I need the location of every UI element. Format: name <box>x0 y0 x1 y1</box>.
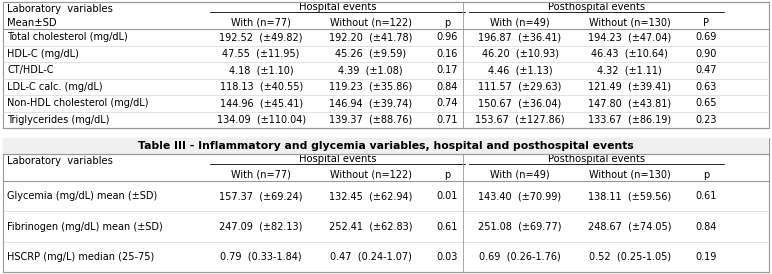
Bar <box>3 2 769 128</box>
Text: LDL-C calc. (mg/dL): LDL-C calc. (mg/dL) <box>7 82 103 92</box>
Text: 0.90: 0.90 <box>696 49 717 59</box>
Text: 0.16: 0.16 <box>437 49 458 59</box>
Text: 0.63: 0.63 <box>696 82 717 92</box>
Text: 45.26  (±9.59): 45.26 (±9.59) <box>335 49 406 59</box>
Text: 0.74: 0.74 <box>436 98 458 108</box>
Text: 247.09  (±82.13): 247.09 (±82.13) <box>219 221 303 232</box>
Text: Laboratory  variables: Laboratory variables <box>7 4 113 14</box>
Text: 0.61: 0.61 <box>437 221 458 232</box>
Text: Without (n=122): Without (n=122) <box>330 170 411 179</box>
Text: With (n=77): With (n=77) <box>231 170 291 179</box>
Text: 119.23  (±35.86): 119.23 (±35.86) <box>329 82 412 92</box>
Text: 118.13  (±40.55): 118.13 (±40.55) <box>219 82 303 92</box>
Text: 0.84: 0.84 <box>437 82 458 92</box>
Text: Without (n=130): Without (n=130) <box>589 18 670 27</box>
Text: Without (n=130): Without (n=130) <box>589 170 670 179</box>
Text: 251.08  (±69.77): 251.08 (±69.77) <box>479 221 562 232</box>
Text: 4.46  (±1.13): 4.46 (±1.13) <box>488 65 552 75</box>
Text: 133.67  (±86.19): 133.67 (±86.19) <box>588 115 671 125</box>
Text: With (n=77): With (n=77) <box>231 18 291 27</box>
Text: HDL-C (mg/dL): HDL-C (mg/dL) <box>7 49 79 59</box>
Text: 194.23  (±47.04): 194.23 (±47.04) <box>588 32 671 42</box>
Text: CT/HDL-C: CT/HDL-C <box>7 65 53 75</box>
Text: With (n=49): With (n=49) <box>490 18 550 27</box>
Text: 248.67  (±74.05): 248.67 (±74.05) <box>587 221 672 232</box>
Text: Without (n=122): Without (n=122) <box>330 18 411 27</box>
Text: 4.39  (±1.08): 4.39 (±1.08) <box>338 65 403 75</box>
Text: Posthospital events: Posthospital events <box>548 155 645 164</box>
Text: 0.84: 0.84 <box>696 221 717 232</box>
Text: 192.20  (±41.78): 192.20 (±41.78) <box>329 32 412 42</box>
Text: Glycemia (mg/dL) mean (±SD): Glycemia (mg/dL) mean (±SD) <box>7 191 157 201</box>
Text: Total cholesterol (mg/dL): Total cholesterol (mg/dL) <box>7 32 127 42</box>
Text: 252.41  (±62.83): 252.41 (±62.83) <box>329 221 412 232</box>
Text: 132.45  (±62.94): 132.45 (±62.94) <box>329 191 412 201</box>
Text: 4.32  (±1.11): 4.32 (±1.11) <box>598 65 662 75</box>
Text: 0.01: 0.01 <box>437 191 458 201</box>
Text: 0.96: 0.96 <box>437 32 458 42</box>
Text: 192.52  (±49.82): 192.52 (±49.82) <box>219 32 303 42</box>
Text: 143.40  (±70.99): 143.40 (±70.99) <box>479 191 561 201</box>
Text: Table III - Inflammatory and glycemia variables, hospital and posthospital event: Table III - Inflammatory and glycemia va… <box>138 141 634 151</box>
Text: 196.87  (±36.41): 196.87 (±36.41) <box>479 32 561 42</box>
Text: 0.19: 0.19 <box>696 252 717 262</box>
Text: 46.43  (±10.64): 46.43 (±10.64) <box>591 49 668 59</box>
Text: 0.71: 0.71 <box>436 115 458 125</box>
Text: 0.52  (0.25-1.05): 0.52 (0.25-1.05) <box>588 252 671 262</box>
Text: Fibrinogen (mg/dL) mean (±SD): Fibrinogen (mg/dL) mean (±SD) <box>7 221 163 232</box>
Text: 150.67  (±36.04): 150.67 (±36.04) <box>479 98 562 108</box>
Text: 0.61: 0.61 <box>696 191 717 201</box>
Text: 144.96  (±45.41): 144.96 (±45.41) <box>219 98 303 108</box>
Text: Laboratory  variables: Laboratory variables <box>7 156 113 166</box>
Text: 0.47: 0.47 <box>696 65 717 75</box>
Text: 0.03: 0.03 <box>437 252 458 262</box>
Bar <box>3 138 769 154</box>
Text: Hospital events: Hospital events <box>299 2 377 13</box>
Text: 146.94  (±39.74): 146.94 (±39.74) <box>329 98 412 108</box>
Text: 153.67  (±127.86): 153.67 (±127.86) <box>476 115 565 125</box>
Text: Non-HDL cholesterol (mg/dL): Non-HDL cholesterol (mg/dL) <box>7 98 148 108</box>
Text: 46.20  (±10.93): 46.20 (±10.93) <box>482 49 559 59</box>
Text: HSCRP (mg/L) median (25-75): HSCRP (mg/L) median (25-75) <box>7 252 154 262</box>
Text: 47.55  (±11.95): 47.55 (±11.95) <box>222 49 300 59</box>
Text: With (n=49): With (n=49) <box>490 170 550 179</box>
Text: 0.47  (0.24-1.07): 0.47 (0.24-1.07) <box>330 252 411 262</box>
Text: 0.69: 0.69 <box>696 32 717 42</box>
Text: Triglycerides (mg/dL): Triglycerides (mg/dL) <box>7 115 110 125</box>
Text: Mean±SD: Mean±SD <box>7 18 56 27</box>
Text: 139.37  (±88.76): 139.37 (±88.76) <box>329 115 412 125</box>
Text: 0.69  (0.26-1.76): 0.69 (0.26-1.76) <box>479 252 561 262</box>
Text: 138.11  (±59.56): 138.11 (±59.56) <box>588 191 671 201</box>
Text: 121.49  (±39.41): 121.49 (±39.41) <box>588 82 671 92</box>
Text: 111.57  (±29.63): 111.57 (±29.63) <box>479 82 562 92</box>
Text: 4.18  (±1.10): 4.18 (±1.10) <box>229 65 293 75</box>
Text: 0.17: 0.17 <box>436 65 458 75</box>
Text: 0.79  (0.33-1.84): 0.79 (0.33-1.84) <box>220 252 302 262</box>
Text: 0.65: 0.65 <box>696 98 717 108</box>
Text: p: p <box>444 170 450 179</box>
Text: 157.37  (±69.24): 157.37 (±69.24) <box>219 191 303 201</box>
Text: 147.80  (±43.81): 147.80 (±43.81) <box>588 98 671 108</box>
Text: Posthospital events: Posthospital events <box>548 2 645 13</box>
Text: p: p <box>444 18 450 27</box>
Text: Hospital events: Hospital events <box>299 155 377 164</box>
Text: 0.23: 0.23 <box>696 115 717 125</box>
Text: p: p <box>703 170 709 179</box>
Text: P: P <box>703 18 709 27</box>
Text: 134.09  (±110.04): 134.09 (±110.04) <box>217 115 306 125</box>
Bar <box>3 138 769 272</box>
